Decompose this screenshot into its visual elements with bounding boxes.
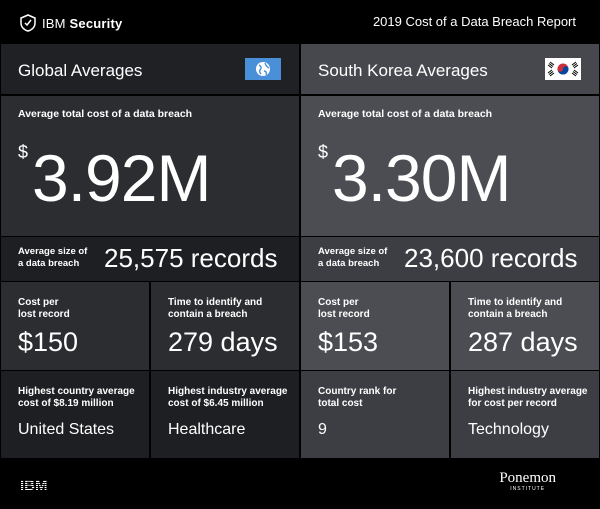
korea-header: South Korea Averages bbox=[301, 44, 599, 94]
svg-text:IBM: IBM bbox=[20, 477, 48, 491]
global-avg-cost-card: Average total cost of a data breach $ 3.… bbox=[1, 96, 299, 236]
ponemon-name: Ponemon bbox=[499, 470, 556, 486]
time-label: Time to identify and contain a breach bbox=[468, 297, 563, 320]
cost-per-record-label: Cost per lost record bbox=[318, 297, 370, 320]
global-time-card: Time to identify and contain a breach 279… bbox=[151, 282, 299, 370]
south-korea-flag-icon bbox=[545, 58, 581, 80]
korea-title: South Korea Averages bbox=[318, 61, 488, 80]
ibm-logo: IBM bbox=[20, 477, 48, 491]
global-title: Global Averages bbox=[18, 61, 143, 80]
highest-industry-label: Highest industry average cost of $6.45 mi… bbox=[168, 386, 288, 409]
currency-symbol: $ bbox=[18, 142, 29, 162]
breach-size-label: Average size of a data breach bbox=[18, 246, 88, 269]
global-cost-per-record-card: Cost per lost record $150 bbox=[1, 282, 149, 370]
highest-industry-label: Highest industry average for cost per rec… bbox=[468, 386, 588, 409]
avg-cost-label: Average total cost of a data breach bbox=[318, 108, 493, 120]
global-header: Global Averages bbox=[1, 44, 299, 94]
korea-rank-card: Country rank for total cost 9 bbox=[301, 371, 449, 458]
breach-size-label: Average size of a data breach bbox=[318, 246, 388, 269]
footer: IBM Ponemon INSTITUTE bbox=[0, 458, 600, 509]
korea-avg-cost-card: Average total cost of a data breach $ 3.… bbox=[301, 96, 599, 236]
time-value: 287 days bbox=[468, 327, 578, 357]
korea-highest-industry-card: Highest industry average for cost per rec… bbox=[451, 371, 599, 458]
highest-country-label: Highest country average cost of $8.19 mil… bbox=[18, 386, 135, 409]
brand: IBM Security bbox=[20, 13, 122, 33]
ibm-security-icon bbox=[20, 14, 36, 32]
global-highest-country-card: Highest country average cost of $8.19 mil… bbox=[1, 371, 149, 458]
global-highest-industry-card: Highest industry average cost of $6.45 mi… bbox=[151, 371, 299, 458]
rank-value: 9 bbox=[318, 421, 327, 438]
time-value: 279 days bbox=[168, 327, 278, 357]
korea-time-card: Time to identify and contain a breach 287… bbox=[451, 282, 599, 370]
brand-text: IBM Security bbox=[42, 16, 122, 31]
cost-per-record-label: Cost per lost record bbox=[18, 297, 70, 320]
breach-size-value: 25,575 records bbox=[104, 243, 278, 273]
brand-name: IBM bbox=[42, 15, 66, 31]
avg-cost-value: 3.30M bbox=[332, 141, 511, 215]
highest-industry-value: Technology bbox=[468, 421, 549, 438]
korea-breach-size-card: Average size of a data breach 23,600 reco… bbox=[301, 237, 599, 281]
korea-cost-per-record-card: Cost per lost record $153 bbox=[301, 282, 449, 370]
cost-per-record-value: $150 bbox=[18, 327, 79, 357]
brand-suffix: Security bbox=[69, 15, 123, 31]
highest-industry-value: Healthcare bbox=[168, 421, 246, 438]
highest-country-value: United States bbox=[18, 421, 115, 438]
avg-cost-value: 3.92M bbox=[32, 141, 211, 215]
global-panel: Global Averages Average total cost of a … bbox=[1, 44, 299, 458]
ponemon-logo: Ponemon INSTITUTE bbox=[499, 470, 556, 492]
ponemon-sub: INSTITUTE bbox=[510, 486, 546, 492]
rank-label: Country rank for total cost bbox=[318, 386, 397, 409]
korea-panel: South Korea Averages Average total cost … bbox=[301, 44, 599, 458]
breach-size-value: 23,600 records bbox=[404, 243, 578, 273]
avg-cost-label: Average total cost of a data breach bbox=[18, 108, 193, 120]
header: IBM Security 2019 Cost of a Data Breach … bbox=[0, 0, 600, 44]
currency-symbol: $ bbox=[318, 142, 329, 162]
time-label: Time to identify and contain a breach bbox=[168, 297, 263, 320]
report-title: 2019 Cost of a Data Breach Report bbox=[372, 14, 576, 29]
globe-icon bbox=[245, 58, 281, 80]
global-breach-size-card: Average size of a data breach 25,575 reco… bbox=[1, 237, 299, 281]
cost-per-record-value: $153 bbox=[318, 327, 379, 357]
